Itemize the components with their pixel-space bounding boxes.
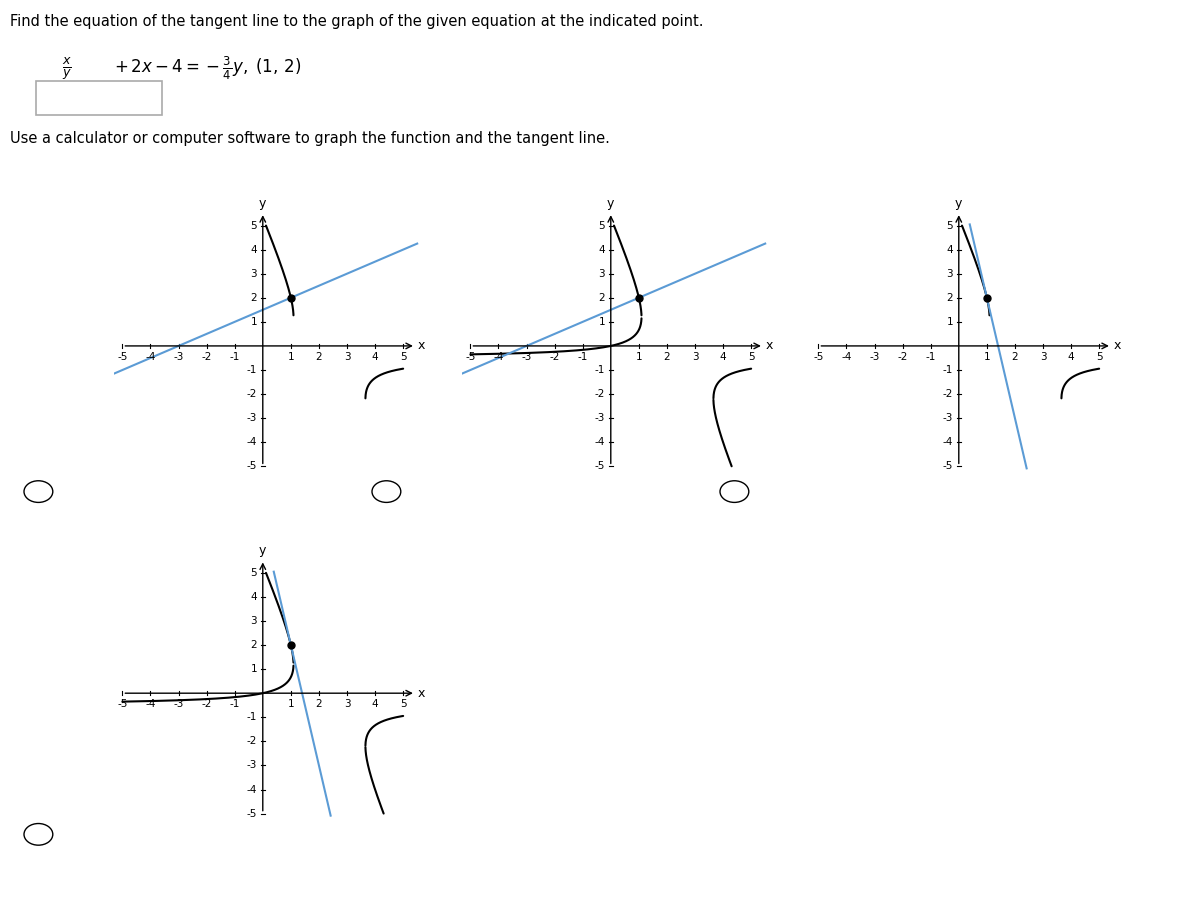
Text: -2: -2 <box>202 352 212 362</box>
Text: -5: -5 <box>118 352 127 362</box>
Text: 2: 2 <box>599 293 605 303</box>
Text: 4: 4 <box>251 244 257 254</box>
Text: -3: -3 <box>247 760 257 770</box>
Text: 2: 2 <box>664 352 671 362</box>
Text: -2: -2 <box>943 389 953 399</box>
Text: -4: -4 <box>841 352 852 362</box>
Text: -1: -1 <box>229 352 240 362</box>
Text: -5: -5 <box>118 699 127 709</box>
Text: -3: -3 <box>247 413 257 423</box>
Text: y: y <box>259 544 266 557</box>
Text: -4: -4 <box>943 437 953 447</box>
Text: -2: -2 <box>247 389 257 399</box>
Text: -4: -4 <box>247 437 257 447</box>
Text: 4: 4 <box>372 699 378 709</box>
Text: -4: -4 <box>145 352 156 362</box>
Text: 3: 3 <box>251 616 257 626</box>
Text: -5: -5 <box>814 352 823 362</box>
Text: -1: -1 <box>943 365 953 375</box>
Text: 5: 5 <box>947 220 953 231</box>
Text: -3: -3 <box>521 352 532 362</box>
Text: -5: -5 <box>595 461 605 472</box>
Text: 4: 4 <box>947 244 953 254</box>
Text: 5: 5 <box>400 352 407 362</box>
Text: 1: 1 <box>984 352 990 362</box>
Text: 2: 2 <box>251 640 257 650</box>
Text: -5: -5 <box>466 352 475 362</box>
Text: 3: 3 <box>691 352 698 362</box>
Text: 5: 5 <box>748 352 755 362</box>
Text: 1: 1 <box>599 317 605 327</box>
Text: 1: 1 <box>636 352 642 362</box>
Text: x: x <box>766 339 773 353</box>
Text: -2: -2 <box>247 736 257 746</box>
Text: -1: -1 <box>577 352 588 362</box>
Text: 4: 4 <box>251 592 257 602</box>
Text: 2: 2 <box>947 293 953 303</box>
Text: -2: -2 <box>202 699 212 709</box>
Text: 5: 5 <box>400 699 407 709</box>
Text: -5: -5 <box>247 461 257 472</box>
Text: y: y <box>955 197 962 210</box>
Text: 5: 5 <box>251 567 257 578</box>
Text: Find the equation of the tangent line to the graph of the given equation at the : Find the equation of the tangent line to… <box>10 14 703 29</box>
Text: -2: -2 <box>595 389 605 399</box>
Text: 4: 4 <box>599 244 605 254</box>
Text: -3: -3 <box>595 413 605 423</box>
Text: x: x <box>418 339 425 353</box>
Text: -3: -3 <box>173 352 184 362</box>
Text: -2: -2 <box>550 352 560 362</box>
Text: Use a calculator or computer software to graph the function and the tangent line: Use a calculator or computer software to… <box>10 131 610 146</box>
Text: 3: 3 <box>343 699 350 709</box>
Text: x: x <box>418 686 425 700</box>
Text: 2: 2 <box>251 293 257 303</box>
Text: 3: 3 <box>251 269 257 279</box>
Text: 3: 3 <box>1039 352 1046 362</box>
Text: $+ \, 2x - 4 = -\frac{3}{4}y, \; (1, \, 2)$: $+ \, 2x - 4 = -\frac{3}{4}y, \; (1, \, … <box>114 55 301 82</box>
Text: -1: -1 <box>247 365 257 375</box>
Text: 5: 5 <box>599 220 605 231</box>
Text: $\frac{x}{y}$: $\frac{x}{y}$ <box>62 55 72 82</box>
Text: -1: -1 <box>247 713 257 723</box>
Text: 1: 1 <box>947 317 953 327</box>
Text: -5: -5 <box>943 461 953 472</box>
Text: 1: 1 <box>251 664 257 674</box>
Text: -1: -1 <box>229 699 240 709</box>
Text: 4: 4 <box>372 352 378 362</box>
Text: 2: 2 <box>316 699 323 709</box>
Text: 2: 2 <box>316 352 323 362</box>
Text: y: y <box>607 197 614 210</box>
Text: -3: -3 <box>943 413 953 423</box>
Text: -1: -1 <box>595 365 605 375</box>
Text: 4: 4 <box>720 352 726 362</box>
Text: 1: 1 <box>251 317 257 327</box>
Text: -4: -4 <box>145 699 156 709</box>
Text: -3: -3 <box>869 352 880 362</box>
Text: 5: 5 <box>251 220 257 231</box>
Text: -1: -1 <box>925 352 936 362</box>
Text: 5: 5 <box>1096 352 1103 362</box>
Text: 3: 3 <box>599 269 605 279</box>
Text: -4: -4 <box>247 785 257 795</box>
Text: 3: 3 <box>343 352 350 362</box>
Text: 2: 2 <box>1012 352 1019 362</box>
Text: -4: -4 <box>493 352 504 362</box>
Text: -4: -4 <box>595 437 605 447</box>
Text: 4: 4 <box>1068 352 1074 362</box>
Text: y: y <box>259 197 266 210</box>
Text: -5: -5 <box>247 808 257 819</box>
Text: 3: 3 <box>947 269 953 279</box>
Text: -2: -2 <box>898 352 908 362</box>
Text: 1: 1 <box>288 699 294 709</box>
Text: x: x <box>1114 339 1121 353</box>
Text: -3: -3 <box>173 699 184 709</box>
Text: 1: 1 <box>288 352 294 362</box>
